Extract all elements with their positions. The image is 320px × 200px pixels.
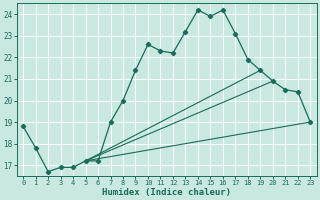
X-axis label: Humidex (Indice chaleur): Humidex (Indice chaleur)	[102, 188, 231, 197]
